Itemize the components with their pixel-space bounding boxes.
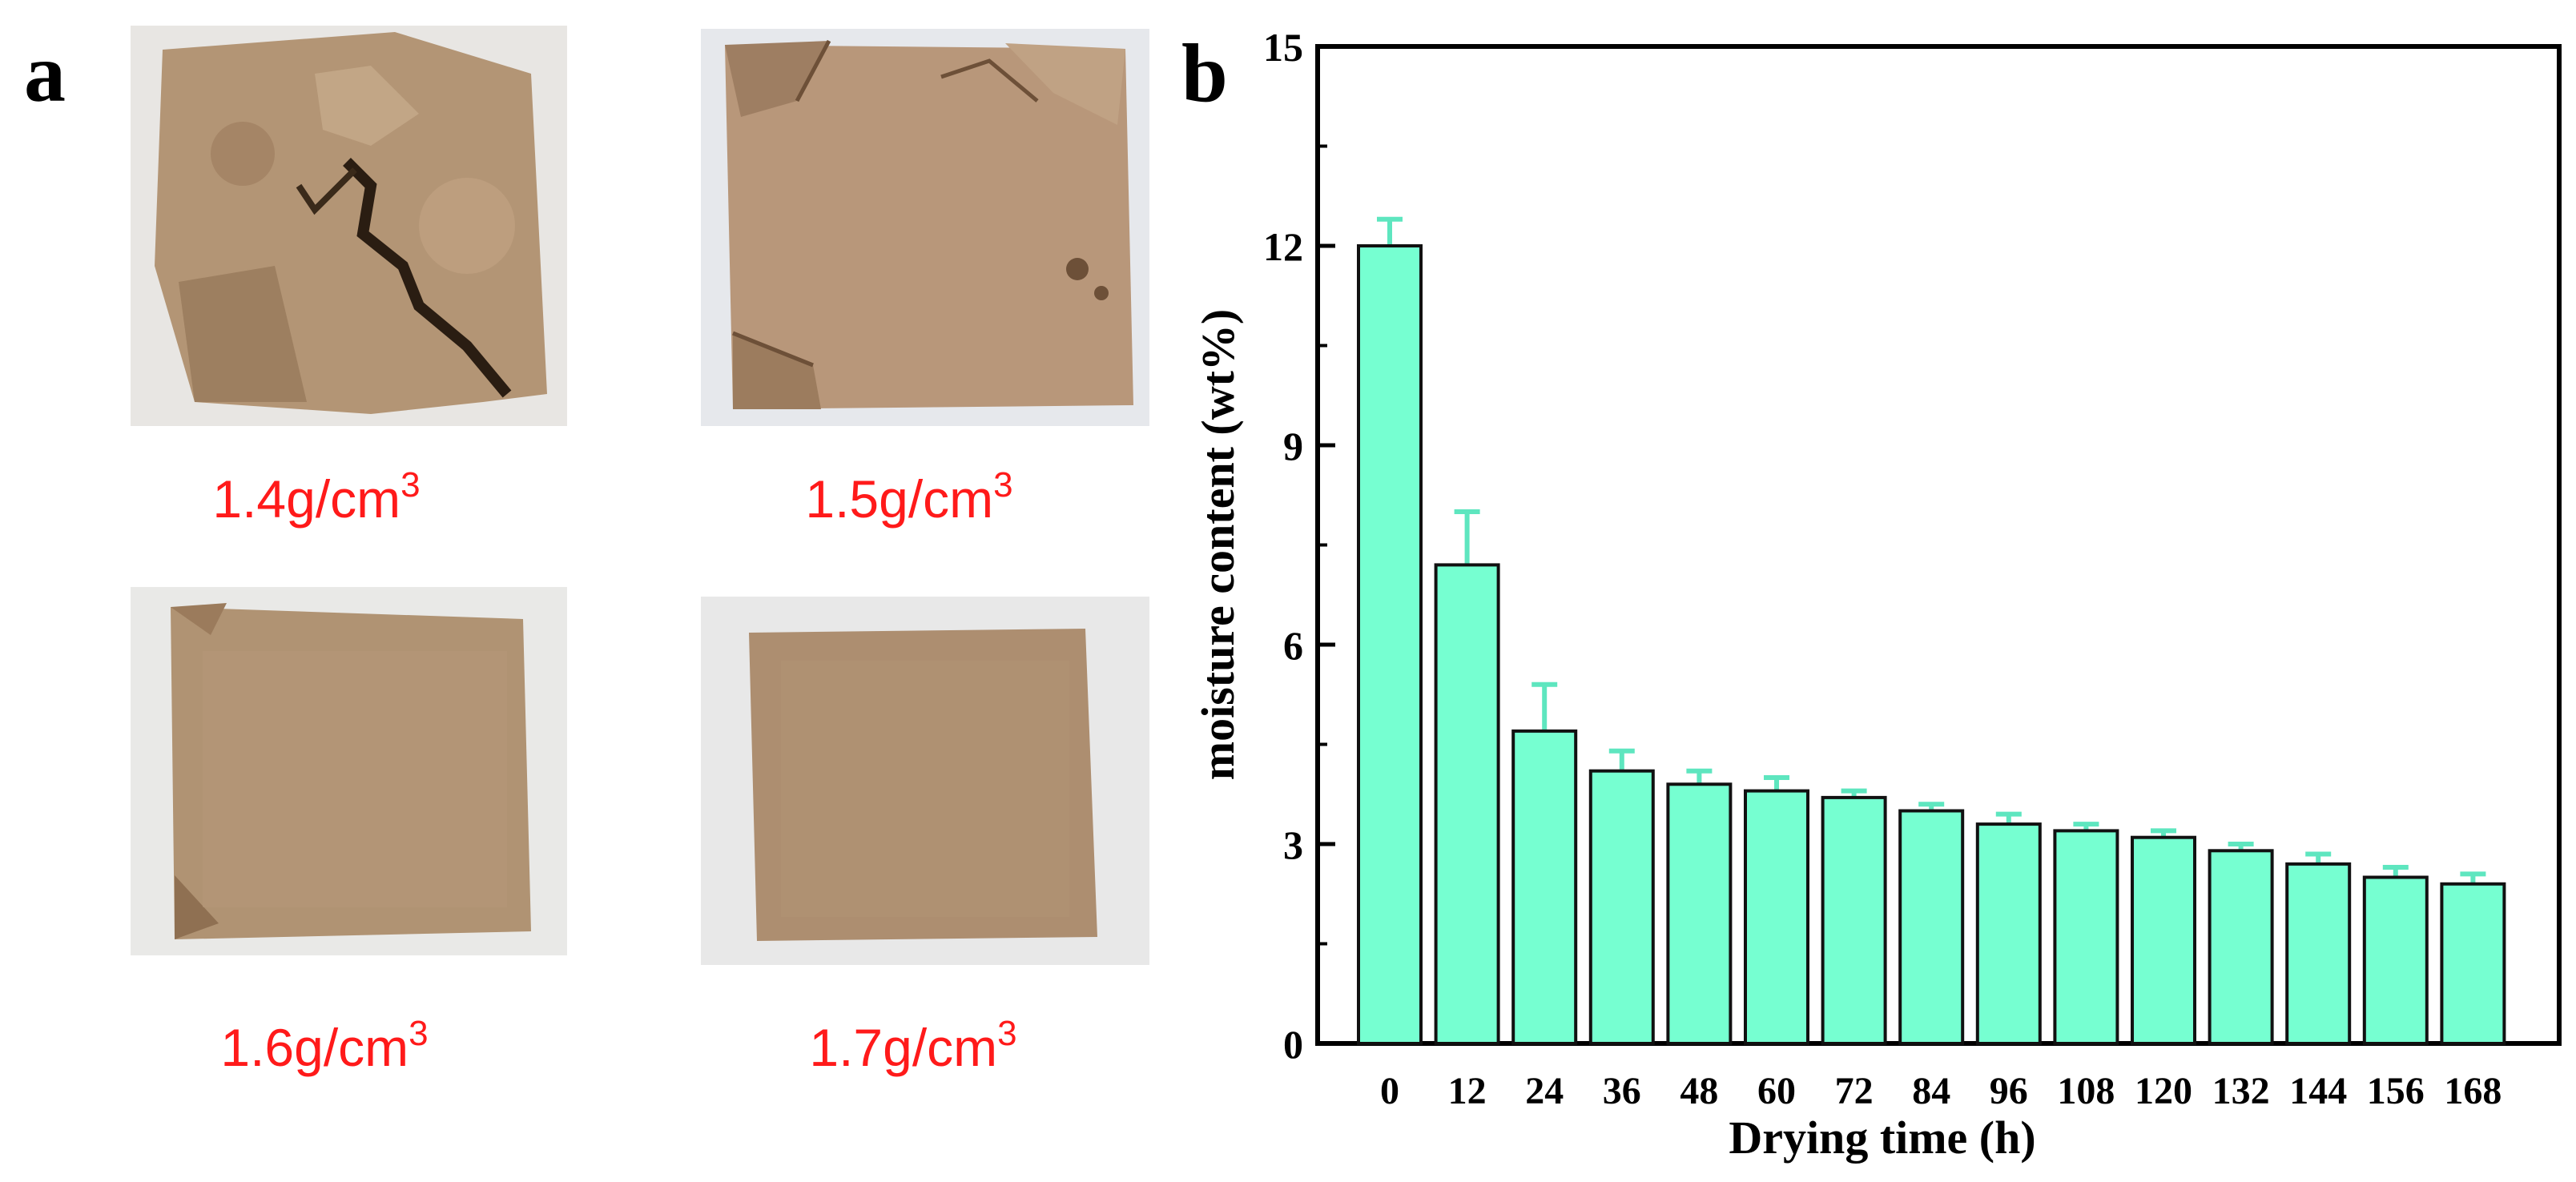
bar-0h bbox=[1357, 244, 1423, 1045]
bar-168h bbox=[2440, 882, 2506, 1046]
x-tick-label: 144 bbox=[2289, 1070, 2347, 1112]
bar-132h bbox=[2208, 849, 2274, 1046]
x-axis-title: Drying time (h) bbox=[1729, 1112, 2035, 1164]
x-tick-label: 48 bbox=[1680, 1070, 1718, 1112]
x-tick-label: 132 bbox=[2212, 1070, 2270, 1112]
x-tick-label: 60 bbox=[1757, 1070, 1796, 1112]
bar-108h bbox=[2053, 829, 2119, 1046]
sample-photo-1-4 bbox=[131, 26, 567, 426]
bar-72h bbox=[1821, 795, 1887, 1046]
y-tick-label: 6 bbox=[1283, 623, 1303, 668]
bar-96h bbox=[1975, 822, 2042, 1045]
density-label-1-5: 1.5g/cm3 bbox=[805, 465, 1013, 529]
y-tick-label: 0 bbox=[1283, 1022, 1303, 1067]
bar-120h bbox=[2131, 835, 2196, 1045]
x-tick-label: 72 bbox=[1835, 1070, 1874, 1112]
density-label-1-4: 1.4g/cm3 bbox=[212, 465, 421, 529]
x-tick-label: 36 bbox=[1603, 1070, 1641, 1112]
x-tick-label: 0 bbox=[1380, 1070, 1399, 1112]
bar-36h bbox=[1588, 769, 1655, 1045]
panel-a-label: a bbox=[24, 27, 66, 119]
bar-48h bbox=[1666, 782, 1733, 1045]
x-tick-label: 168 bbox=[2444, 1070, 2502, 1112]
bar-144h bbox=[2285, 862, 2352, 1046]
x-tick-label: 120 bbox=[2135, 1070, 2192, 1112]
x-tick-label: 96 bbox=[1990, 1070, 2028, 1112]
bar-84h bbox=[1898, 809, 1965, 1045]
y-tick-label: 12 bbox=[1263, 224, 1303, 269]
x-tick-label: 84 bbox=[1912, 1070, 1950, 1112]
x-tick-label: 12 bbox=[1448, 1070, 1487, 1112]
density-label-1-6: 1.6g/cm3 bbox=[220, 1014, 429, 1078]
sample-photo-1-5 bbox=[701, 29, 1149, 426]
bar-24h bbox=[1511, 729, 1578, 1046]
x-tick-label: 24 bbox=[1525, 1070, 1564, 1112]
sample-photo-1-6 bbox=[131, 587, 567, 955]
y-tick-label: 3 bbox=[1283, 822, 1303, 867]
y-tick-label: 9 bbox=[1283, 424, 1303, 468]
x-tick-label: 108 bbox=[2057, 1070, 2115, 1112]
bar-156h bbox=[2362, 875, 2429, 1045]
density-label-1-7: 1.7g/cm3 bbox=[809, 1014, 1017, 1078]
y-tick-label: 15 bbox=[1263, 25, 1303, 70]
x-tick-label: 156 bbox=[2367, 1070, 2425, 1112]
y-axis-title: moisture content (wt%) bbox=[1192, 309, 1244, 780]
panel-b-label: b bbox=[1181, 27, 1228, 119]
bar-12h bbox=[1434, 563, 1500, 1045]
sample-photo-1-7 bbox=[701, 597, 1149, 965]
bar-60h bbox=[1744, 789, 1809, 1045]
